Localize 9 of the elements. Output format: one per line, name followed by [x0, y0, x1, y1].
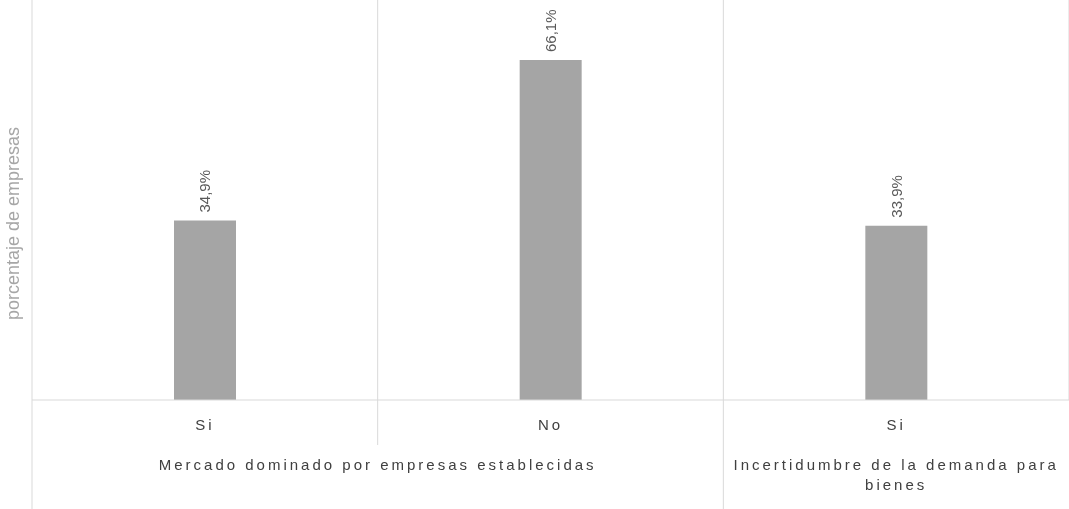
y-axis-title: porcentaje de empresas	[3, 126, 24, 320]
x-tick-label: Si	[195, 416, 215, 433]
data-label: 66,1%	[542, 9, 560, 52]
x-tick-label: Si	[886, 416, 906, 433]
x-tick-label: No	[537, 416, 564, 433]
data-label: 33,9%	[887, 175, 905, 218]
data-label: 34,9%	[196, 169, 214, 213]
text: Mercado dominado por empresas establecidas	[157, 455, 598, 475]
text: Incertidumbre de la demanda para bienes	[732, 455, 1060, 495]
